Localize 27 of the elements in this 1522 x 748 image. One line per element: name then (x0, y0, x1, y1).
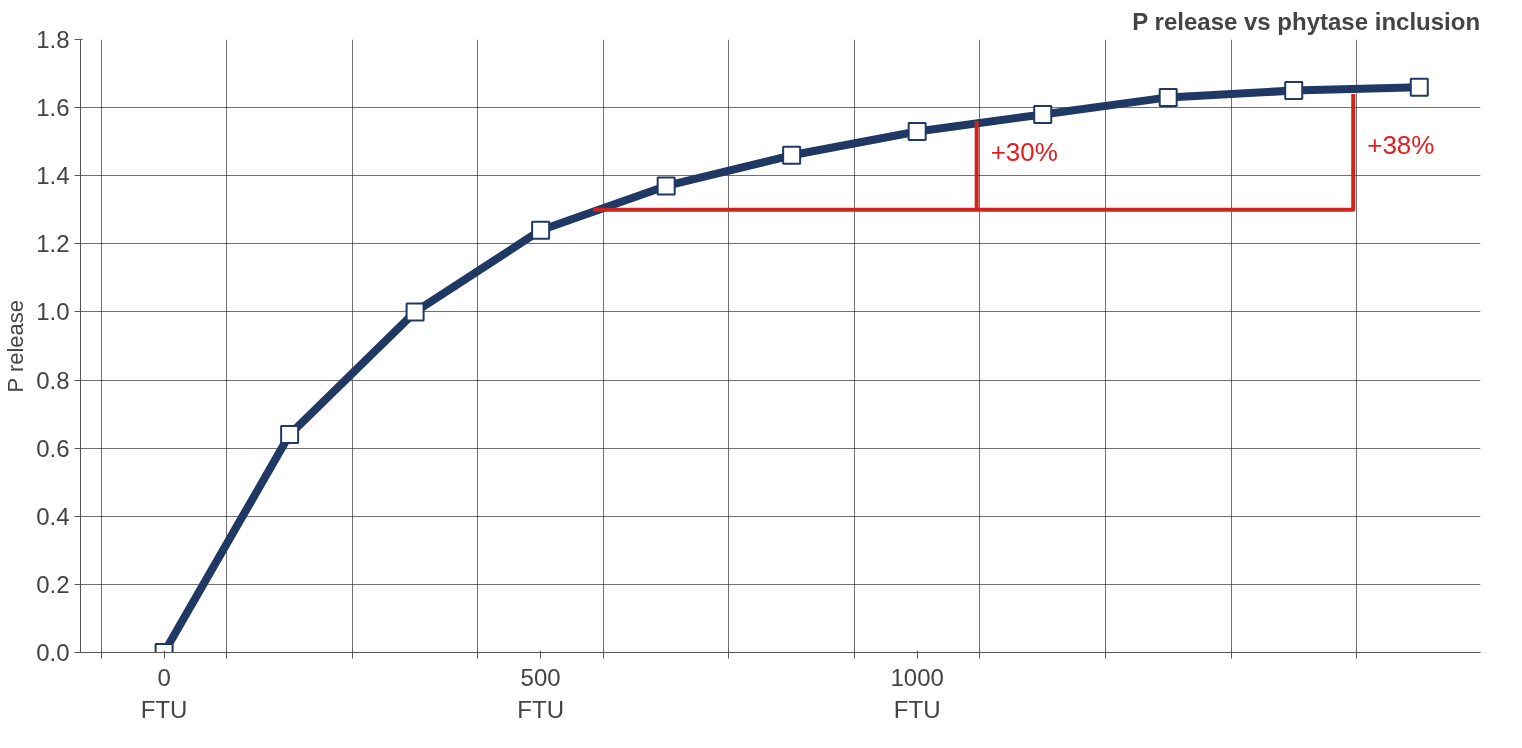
point (405, 302, 425, 322)
point (782, 145, 802, 165)
y-tick-label: 1.6 (36, 94, 70, 122)
x-tick-label: 0 FTU (140, 663, 188, 723)
y-tick-label: 0.4 (36, 502, 70, 530)
point (1158, 87, 1178, 107)
y-tick-label: 0.0 (36, 639, 70, 666)
chart-title: P release vs phytase inclusion (1132, 7, 1481, 35)
y-axis-title: P release (3, 299, 29, 393)
point (531, 220, 551, 240)
annotation: +38% (1367, 130, 1435, 161)
point (656, 176, 676, 196)
point (907, 121, 927, 141)
x-tick-label: 500 FTU (517, 663, 564, 723)
x-tick-label: 1000 FTU (890, 663, 944, 723)
point (280, 425, 300, 445)
y-tick-label: 1.4 (36, 162, 70, 190)
annotation: +30% (990, 136, 1058, 167)
y-tick-label: 0.2 (36, 570, 70, 598)
y-tick-label: 1.8 (36, 26, 70, 53)
point (1284, 81, 1304, 101)
y-tick-label: 1.0 (36, 298, 70, 326)
y-tick-label: 1.2 (36, 230, 70, 258)
y-tick-label: 0.6 (36, 434, 70, 462)
point (1409, 77, 1429, 97)
y-tick-label: 0.8 (36, 366, 70, 394)
point (1033, 104, 1053, 124)
